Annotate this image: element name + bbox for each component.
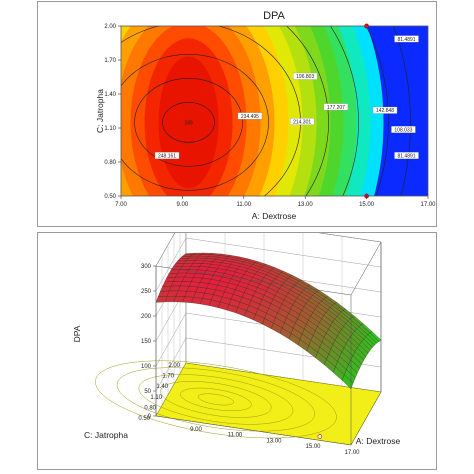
contour-line	[121, 54, 269, 191]
contour-x-axis-label: A: Dextrose	[252, 211, 297, 221]
x-tick-label: 15.00	[359, 202, 375, 208]
contour-line	[134, 78, 243, 167]
y-tick-label: 0.50	[104, 194, 116, 200]
floor-contour	[138, 374, 294, 425]
z-tick-label: 50	[144, 389, 151, 395]
y-tick-label: 1.40	[104, 92, 116, 98]
x-tick-label: 7.00	[115, 202, 127, 208]
contour-frame	[120, 25, 429, 197]
contour-label-box	[394, 35, 419, 43]
contour-label-box	[323, 103, 349, 111]
surface-cell	[341, 374, 354, 390]
floor-contour	[116, 367, 315, 432]
x-tick-label: 17.00	[420, 202, 436, 208]
x-tick-label: 11.00	[237, 202, 252, 208]
x-tick-label: 13.00	[298, 202, 314, 208]
box-edge	[350, 391, 382, 446]
contour-label-box	[391, 126, 416, 133]
contour-value-label: 81.4891	[397, 154, 415, 160]
y-tick-label: 1.70	[162, 374, 174, 380]
y-tick-label: 1.10	[104, 126, 116, 132]
contour-plot: DPA 249 248.161 234.495 214.301 196.803 177.2…	[95, 10, 436, 221]
y-tick-label: 1.70	[104, 58, 116, 64]
surface-z-axis-label: DPA	[72, 325, 82, 342]
x-tick-label: 13.00	[266, 438, 282, 444]
z-tick-label: 200	[141, 314, 152, 320]
y-tick-label: 2.00	[168, 363, 180, 369]
contour-label-box	[237, 112, 263, 120]
contour-value-label: 234.495	[241, 114, 259, 120]
contour-line	[286, 26, 329, 196]
wall-gridline	[155, 233, 382, 267]
floor-contour	[95, 360, 337, 439]
contour-label-box	[154, 152, 180, 159]
x-tick-label: 15.00	[305, 444, 321, 450]
surface-plot: 0 50 100 150 200 250 300 9.00 11.00 13.00 15.00 17.…	[72, 233, 401, 456]
contour-value-label: 177.207	[327, 105, 345, 111]
y-tick-label: 0.80	[144, 405, 156, 411]
contour-label-box	[372, 106, 398, 114]
surface-x-axis-label: A: Dextrose	[356, 436, 401, 446]
contour-plot-panel: DPA 249 248.161 234.495 214.301 196.803 177.2…	[37, 1, 437, 227]
box-edge	[155, 415, 352, 446]
floor-design-point	[317, 434, 323, 439]
contour-label-box	[394, 152, 419, 159]
y-tick-label: 2.00	[104, 24, 116, 30]
contour-y-axis-label: C: Jatropha	[95, 89, 105, 133]
box-edge	[350, 241, 382, 296]
z-tick-label: 250	[141, 289, 152, 295]
box-edge	[155, 265, 352, 296]
contour-label-box	[289, 118, 315, 125]
z-tick-label: 150	[141, 339, 152, 345]
contour-value-label: 214.301	[293, 120, 311, 126]
z-tick-label: 300	[141, 264, 152, 270]
contour-value-label: 248.161	[158, 154, 176, 160]
contour-line	[393, 26, 411, 196]
surface-plot-panel: 0 50 100 150 200 250 300 9.00 11.00 13.00 15.00 17.…	[37, 232, 437, 470]
contour-line	[365, 26, 389, 196]
contour-value-label: 142.848	[376, 108, 394, 114]
z-tick-label: 100	[141, 364, 152, 370]
x-tick-label: 11.00	[228, 433, 243, 439]
z-tick-label: 0	[148, 414, 152, 420]
y-tick-label: 1.10	[150, 395, 162, 401]
contour-value-label: 196.803	[296, 74, 314, 80]
floor-contour	[180, 387, 252, 412]
contour-value-label: 81.4891	[397, 37, 415, 43]
y-tick-label: 0.80	[104, 160, 116, 166]
contour-value-label: 108.033	[394, 127, 412, 133]
surface-y-axis-label: C: Jatropha	[84, 430, 128, 440]
contour-line	[162, 102, 215, 143]
x-tick-label: 17.00	[344, 450, 360, 456]
floor-contour	[197, 393, 234, 406]
y-tick-label: 1.40	[156, 384, 168, 390]
contour-label-box	[293, 72, 318, 80]
x-tick-label: 9.00	[190, 427, 202, 433]
floor-contour	[160, 381, 272, 418]
contour-center-label: 249	[184, 120, 193, 126]
y-tick-label: 0.50	[138, 416, 150, 422]
contour-line	[330, 26, 359, 196]
x-tick-label: 9.00	[177, 202, 189, 208]
contour-title: DPA	[263, 10, 285, 22]
